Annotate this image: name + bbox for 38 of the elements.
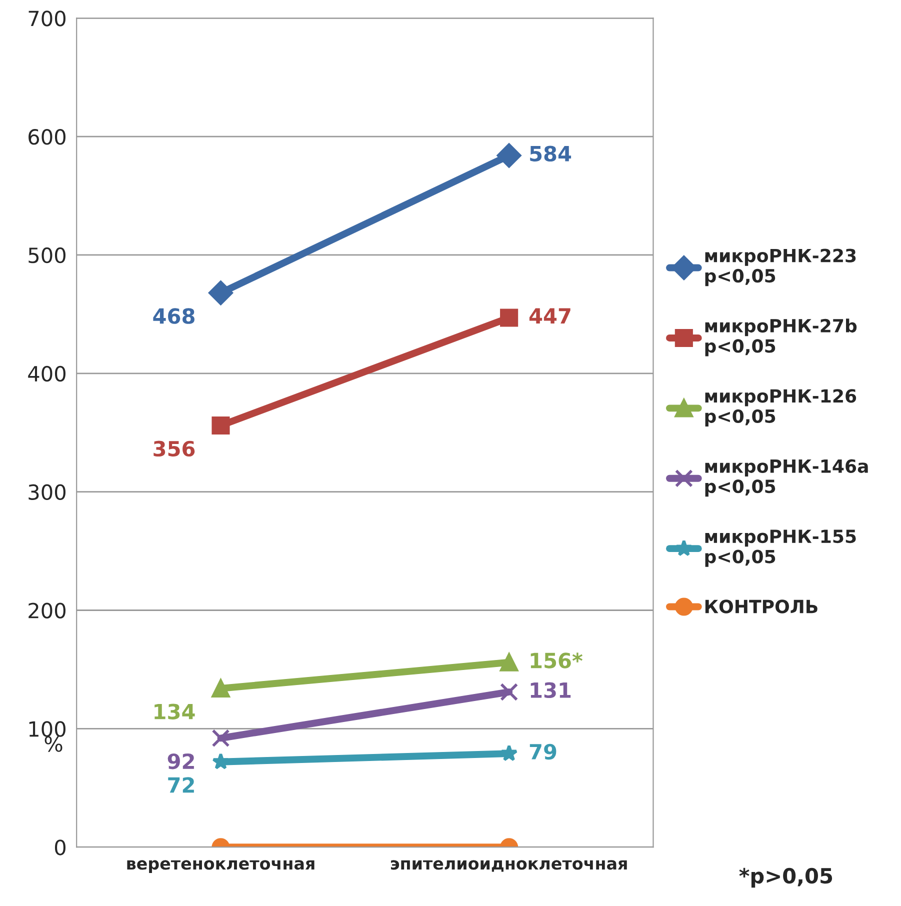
data-label: 72 — [168, 777, 194, 793]
y-tick-label: 300 — [28, 484, 66, 500]
data-label: 156* — [530, 652, 582, 668]
y-tick-label: 100 — [29, 721, 66, 737]
data-label: 134 — [154, 704, 195, 720]
point — [212, 729, 230, 748]
point — [500, 682, 518, 701]
data-label: 356 — [154, 440, 195, 457]
data-label: 92 — [168, 753, 194, 770]
x-tick-label: веретеноклеточная — [127, 860, 314, 873]
y-axis-title: % — [44, 736, 62, 752]
legend-label: микроРНК-223 p<0,05 — [705, 248, 856, 286]
point — [212, 679, 230, 698]
text: *p>0,05 — [739, 868, 832, 888]
data-label: 468 — [153, 308, 194, 324]
legend-label: КОНТРОЛЬ — [705, 600, 818, 614]
point — [496, 143, 522, 168]
point — [212, 752, 230, 770]
x-tick-label: эпителиоидноклеточная — [391, 860, 627, 872]
legend-label: микроРНК-126 p<0,05 — [705, 389, 856, 426]
data-label: 131 — [530, 682, 571, 698]
data-label: 79 — [530, 744, 556, 760]
legend-label: микроРНК-146a p<0,05 — [705, 459, 868, 497]
data-label: 447 — [529, 308, 570, 324]
y-tick-label: 700 — [28, 10, 66, 26]
y-tick-label: 200 — [28, 602, 66, 618]
y-tick-label: 0 — [54, 840, 66, 856]
point — [500, 744, 518, 762]
legend-label: микроРНК-155 p<0,05 — [705, 530, 856, 567]
point — [208, 280, 233, 306]
data-label: 584 — [530, 146, 572, 162]
point — [500, 308, 518, 327]
y-tick-label: 600 — [28, 129, 66, 145]
y-tick-label: 400 — [28, 366, 66, 382]
legend-label: микроРНК-27b p<0,05 — [705, 318, 857, 356]
y-tick-label: 500 — [28, 247, 66, 264]
point — [212, 416, 230, 435]
point — [500, 653, 518, 672]
